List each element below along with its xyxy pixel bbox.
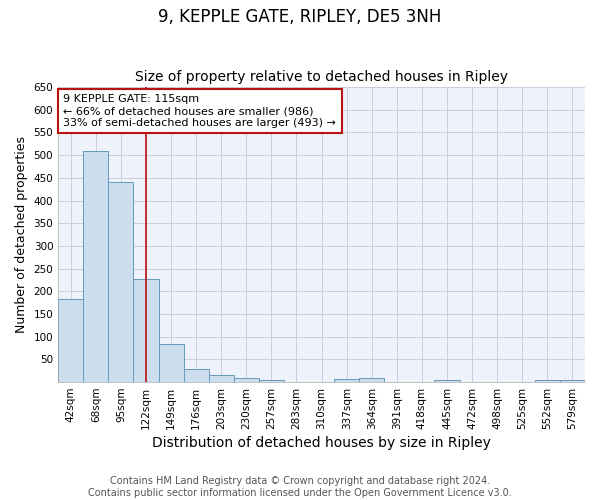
Bar — [184, 369, 209, 382]
Text: 9, KEPPLE GATE, RIPLEY, DE5 3NH: 9, KEPPLE GATE, RIPLEY, DE5 3NH — [158, 8, 442, 26]
Bar — [535, 380, 560, 382]
Bar — [158, 344, 184, 382]
Bar — [359, 378, 385, 382]
Bar — [434, 380, 460, 382]
Text: 9 KEPPLE GATE: 115sqm
← 66% of detached houses are smaller (986)
33% of semi-det: 9 KEPPLE GATE: 115sqm ← 66% of detached … — [64, 94, 337, 128]
Title: Size of property relative to detached houses in Ripley: Size of property relative to detached ho… — [135, 70, 508, 85]
Bar — [109, 182, 133, 382]
Bar — [83, 151, 109, 382]
Bar — [133, 280, 158, 382]
Y-axis label: Number of detached properties: Number of detached properties — [15, 136, 28, 333]
Bar — [259, 380, 284, 382]
Bar — [58, 300, 83, 382]
Bar — [209, 376, 234, 382]
Bar — [234, 378, 259, 382]
X-axis label: Distribution of detached houses by size in Ripley: Distribution of detached houses by size … — [152, 436, 491, 450]
Text: Contains HM Land Registry data © Crown copyright and database right 2024.
Contai: Contains HM Land Registry data © Crown c… — [88, 476, 512, 498]
Bar — [334, 380, 359, 382]
Bar — [560, 380, 585, 382]
